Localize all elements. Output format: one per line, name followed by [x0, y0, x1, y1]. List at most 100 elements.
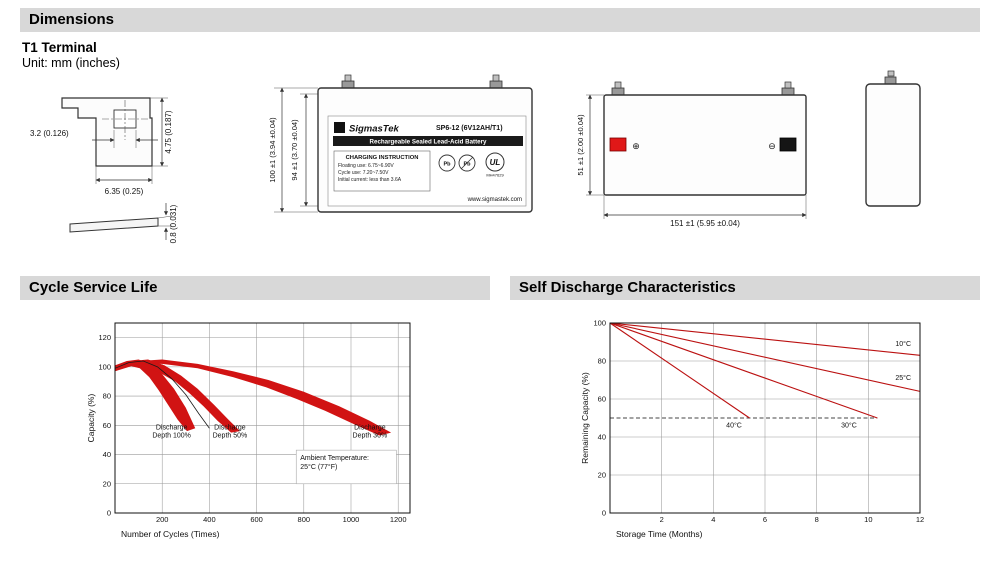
y-tick-label: 0 — [602, 509, 606, 518]
brand-name: SigmasTek — [349, 124, 400, 135]
pb-recycle-icon — [438, 154, 456, 172]
series-label: 30°C — [841, 422, 857, 430]
y-tick-label: 100 — [593, 319, 606, 328]
annotation-text: 25°C (77°F) — [300, 463, 337, 471]
x-tick-label: 6 — [763, 515, 767, 524]
x-tick-label: 1200 — [390, 515, 407, 524]
dim-thickness: 0.8 (0.031) — [169, 204, 178, 243]
dim-case-height: 94 ±1 (3.70 ±0.04) — [290, 119, 299, 181]
annotation-text: Depth 100% — [152, 433, 191, 440]
x-tick-label: 1000 — [343, 515, 360, 524]
terminal-strip — [69, 217, 159, 233]
y-tick-label: 40 — [103, 450, 111, 459]
battery-case-end — [865, 83, 921, 207]
terminal-profile-shape — [61, 97, 153, 167]
pb-text: Pb — [463, 162, 471, 168]
series-area — [115, 359, 196, 432]
y-tick-label: 60 — [103, 421, 111, 430]
annotation-text: Discharge — [354, 425, 386, 432]
annotation-text: Discharge — [156, 425, 188, 432]
y-tick-label: 20 — [103, 479, 111, 488]
y-tick-label: 120 — [98, 333, 111, 342]
x-tick-label: 800 — [298, 515, 311, 524]
ul-text: UL — [490, 158, 501, 167]
dim-length: 151 ±1 (5.95 ±0.04) — [670, 219, 740, 228]
self-discharge-chart: 2 4 6 8 10 12 0 20 40 60 80 100 10°C 25°C 30°C 40°C Rema… — [580, 319, 924, 540]
x-tick-label: 2 — [660, 515, 664, 524]
x-tick-label: 4 — [711, 515, 715, 524]
series-line — [609, 322, 921, 356]
charging-line-1: Floating use: 6.75~6.90V — [338, 163, 394, 169]
battery-type-line: Rechargeable Sealed Lead-Acid Battery — [370, 139, 487, 146]
annotation-box — [295, 449, 397, 485]
section-header-cycle-service-life: Cycle Service Life — [20, 276, 490, 300]
y-axis-label: Capacity (%) — [86, 394, 96, 443]
y-tick-label: 80 — [103, 392, 111, 401]
dim-depth: 51 ±1 (2.00 ±0.04) — [576, 114, 585, 176]
charging-title: CHARGING INSTRUCTION — [346, 155, 419, 161]
side-view-drawing: ⊕ ⊖ 51 ±1 (2.00 ±0.04) 151 ±1 (5.95 ±0.0… — [576, 81, 807, 228]
pb-crossed-icon — [458, 154, 476, 172]
plot-border — [609, 322, 921, 514]
unit-note: Unit: mm (inches) — [22, 56, 120, 70]
y-tick-label: 60 — [598, 395, 606, 404]
x-axis-label: Number of Cycles (Times) — [121, 529, 220, 539]
plot-area — [115, 323, 410, 513]
y-tick-label: 0 — [107, 509, 111, 518]
terminal-detail-drawing: 3.2 (0.126) 4.75 (0.187) 6.35 (0.25) 0.8… — [30, 97, 178, 243]
annotation-text: Ambient Temperature: — [300, 455, 369, 462]
section-header-self-discharge: Self Discharge Characteristics — [510, 276, 980, 300]
t1-terminal-heading: T1 Terminal — [22, 40, 97, 55]
series-area — [115, 359, 241, 433]
model-number: SP6-12 (6V12AH/T1) — [436, 125, 503, 132]
series-label: 25°C — [895, 374, 911, 382]
series-area — [115, 359, 392, 436]
ul-mark-icon — [485, 152, 505, 172]
positive-terminal — [609, 137, 627, 152]
series-label: 40°C — [726, 422, 742, 430]
y-tick-label: 80 — [598, 357, 606, 366]
charging-instruction-box — [333, 150, 431, 192]
battery-case-side — [603, 94, 807, 196]
series-line — [609, 322, 878, 419]
x-tick-label: 200 — [156, 515, 169, 524]
x-axis-label: Storage Time (Months) — [616, 529, 703, 539]
front-view-drawing: 100 ±1 (3.94 ±0.04) 94 ±1 (3.70 ±0.04) S… — [268, 74, 533, 213]
x-tick-label: 10 — [864, 515, 872, 524]
dim-tab-width: 3.2 (0.126) — [30, 129, 69, 138]
end-view-drawing — [865, 70, 921, 207]
cycle-service-life-chart: 200 400 600 800 1000 1200 0 20 40 60 80 100 120 Disch… — [86, 322, 411, 539]
pb-text: Pb — [443, 162, 451, 168]
x-tick-label: 600 — [250, 515, 263, 524]
x-tick-label: 8 — [815, 515, 819, 524]
charging-line-2: Cycle use: 7.20~7.50V — [338, 170, 389, 176]
series-label: 10°C — [895, 340, 911, 348]
y-axis-label: Remaining Capacity (%) — [580, 372, 590, 464]
y-tick-label: 40 — [598, 433, 606, 442]
plot-border — [114, 322, 411, 514]
annotation-text: Depth 30% — [353, 433, 388, 440]
annotation-text: Discharge — [214, 425, 246, 432]
x-tick-label: 12 — [916, 515, 924, 524]
dimension-drawings: 3.2 (0.126) 4.75 (0.187) 6.35 (0.25) 0.8… — [30, 70, 921, 243]
battery-label: SigmasTek SP6-12 (6V12AH/T1) Rechargeabl… — [327, 115, 527, 207]
website: www.sigmastek.com — [467, 197, 522, 203]
section-header-dimensions: Dimensions — [20, 8, 980, 32]
annotation-text: Depth 50% — [213, 433, 248, 440]
minus-symbol: ⊖ — [768, 141, 776, 151]
band-outline — [114, 360, 210, 429]
y-tick-label: 100 — [98, 362, 111, 371]
y-tick-label: 20 — [598, 471, 606, 480]
plus-symbol: ⊕ — [632, 141, 640, 151]
negative-terminal — [779, 137, 797, 152]
x-tick-label: 400 — [203, 515, 216, 524]
dim-base-width: 6.35 (0.25) — [105, 187, 144, 196]
dim-total-height: 100 ±1 (3.94 ±0.04) — [268, 117, 277, 183]
label-type-bar — [333, 136, 523, 146]
series-line — [609, 322, 750, 419]
brand-logo-mark — [334, 122, 345, 133]
charging-line-3: Initial current: less than 3.6A — [338, 177, 402, 183]
series-line — [609, 322, 921, 392]
ul-code: MH47629 — [486, 173, 504, 178]
